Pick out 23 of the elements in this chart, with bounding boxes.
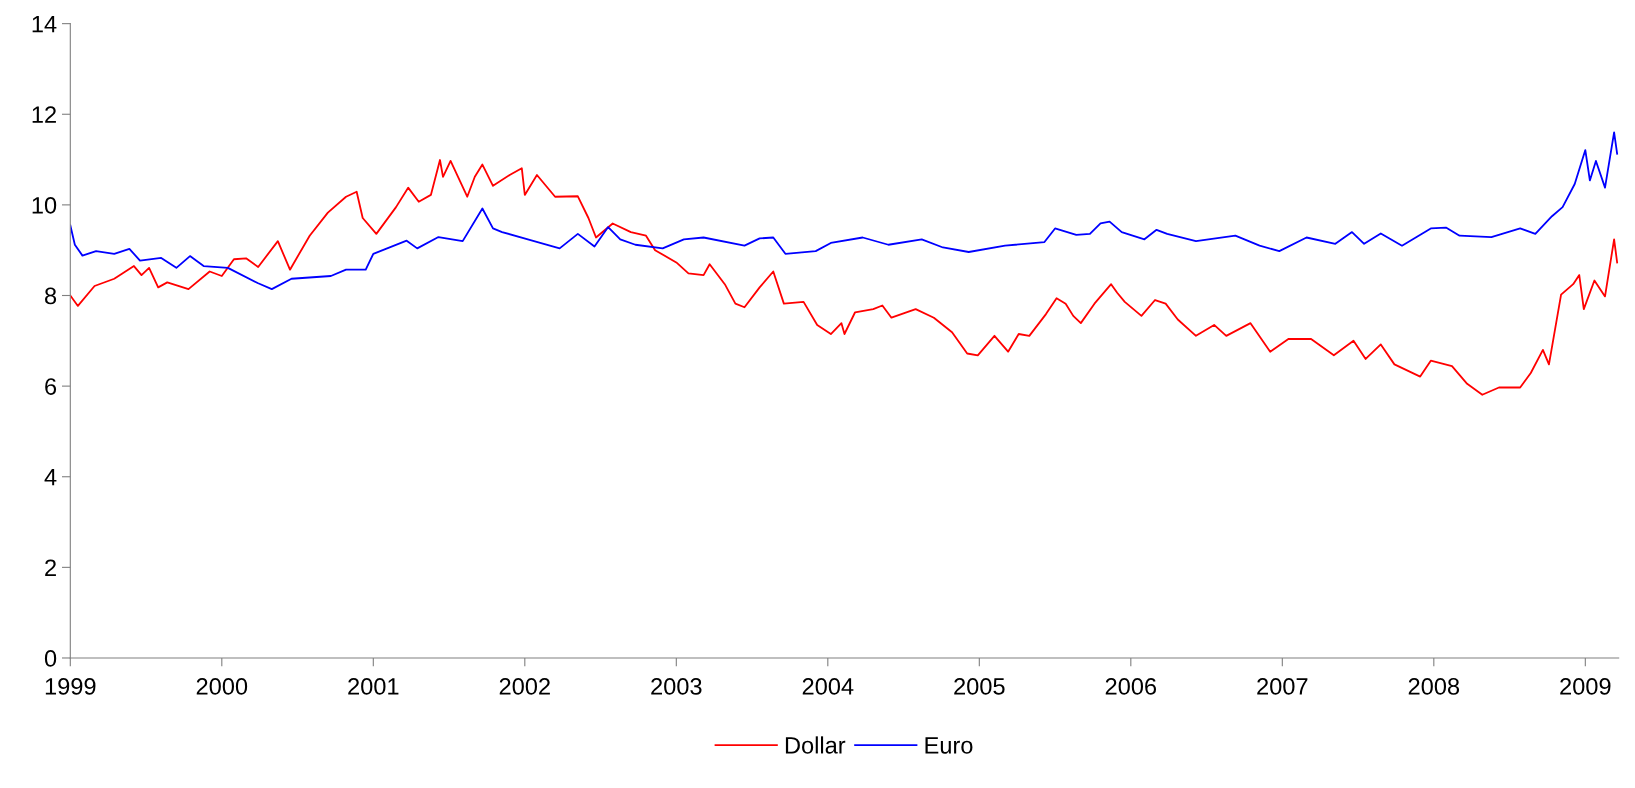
x-tick-label: 2000 bbox=[196, 678, 248, 695]
x-tick-label: 2009 bbox=[1560, 678, 1611, 695]
x-tick-label: 2005 bbox=[954, 678, 1005, 695]
y-tick-label: 0 bbox=[44, 650, 57, 667]
y-tick-label: 10 bbox=[32, 196, 57, 214]
x-tick-label: 2006 bbox=[1105, 678, 1157, 695]
x-tick-label: 2007 bbox=[1257, 678, 1308, 695]
y-tick-label: 2 bbox=[45, 559, 56, 576]
x-tick-label: 2001 bbox=[348, 678, 399, 695]
x-tick-label: 2008 bbox=[1408, 678, 1460, 695]
x-tick-label: 1999 bbox=[45, 678, 96, 695]
y-tick-label: 8 bbox=[45, 287, 57, 305]
x-tick-label: 2004 bbox=[802, 678, 854, 695]
legend-label: Euro bbox=[925, 737, 973, 754]
y-tick-label: 6 bbox=[45, 378, 57, 395]
y-tick-label: 14 bbox=[32, 15, 57, 33]
legend-label: Dollar bbox=[785, 736, 846, 754]
x-tick-label: 2003 bbox=[651, 678, 702, 695]
y-tick-label: 4 bbox=[44, 469, 57, 486]
x-tick-label: 2002 bbox=[499, 678, 550, 695]
y-tick-label: 12 bbox=[32, 106, 56, 123]
line-series bbox=[70, 159, 1619, 396]
line-series bbox=[70, 131, 1619, 291]
